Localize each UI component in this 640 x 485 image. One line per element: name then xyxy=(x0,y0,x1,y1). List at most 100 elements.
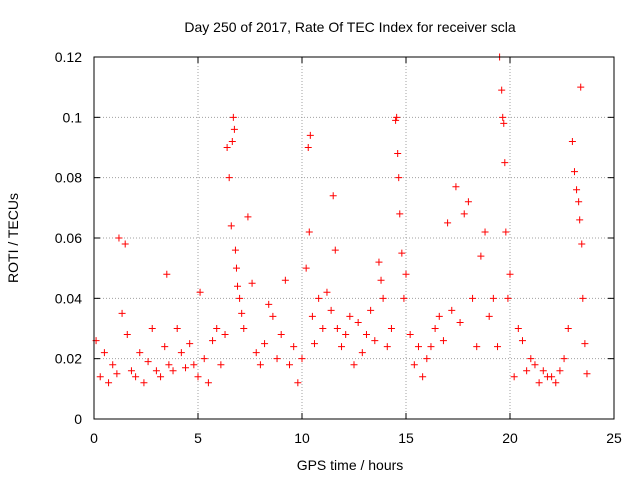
data-point xyxy=(115,234,123,242)
data-point xyxy=(248,279,256,287)
data-point xyxy=(221,331,229,339)
x-tick-label: 15 xyxy=(398,430,414,446)
data-point xyxy=(127,367,135,375)
data-point xyxy=(329,192,337,200)
data-point xyxy=(298,355,306,363)
data-point xyxy=(113,370,121,378)
data-point xyxy=(354,318,362,326)
data-point xyxy=(414,343,422,351)
data-point xyxy=(510,373,518,381)
data-point xyxy=(252,349,260,357)
data-point xyxy=(502,228,510,236)
data-point xyxy=(494,343,502,351)
x-axis-label: GPS time / hours xyxy=(297,457,404,473)
data-point xyxy=(204,379,212,387)
data-point xyxy=(182,364,190,372)
data-point xyxy=(333,325,341,332)
data-point xyxy=(456,318,464,326)
data-point xyxy=(394,150,402,158)
data-point xyxy=(568,137,576,145)
x-tick-label: 0 xyxy=(90,430,98,446)
data-point xyxy=(338,343,346,351)
data-point xyxy=(244,213,252,221)
data-point xyxy=(431,325,439,332)
data-point xyxy=(402,270,410,278)
data-point xyxy=(518,337,526,345)
data-point xyxy=(144,358,152,366)
data-point xyxy=(157,373,165,381)
data-point xyxy=(315,294,323,302)
data-point xyxy=(294,379,302,387)
data-point xyxy=(319,325,327,332)
data-point xyxy=(419,373,427,381)
data-point xyxy=(383,343,391,351)
data-point xyxy=(358,349,366,357)
y-tick-label: 0.12 xyxy=(55,49,82,65)
data-point xyxy=(379,294,387,302)
x-tick-label: 25 xyxy=(606,430,622,446)
data-point xyxy=(393,113,401,121)
data-point xyxy=(213,325,221,332)
axis-ticks: 0 0.02 0.04 0.06 0.08 0.1 0.12 0 5 10 15 20 25 xyxy=(55,49,622,446)
data-point xyxy=(228,137,236,145)
data-point xyxy=(570,168,578,176)
data-point xyxy=(564,325,572,332)
data-point xyxy=(305,228,313,236)
data-points xyxy=(92,53,591,387)
x-tick-label: 5 xyxy=(194,430,202,446)
data-point xyxy=(501,159,509,167)
data-point xyxy=(469,294,477,302)
data-point xyxy=(452,183,460,191)
data-point xyxy=(531,361,539,369)
y-axis-label: ROTI / TECUs xyxy=(5,193,21,283)
data-point xyxy=(273,355,281,363)
data-point xyxy=(194,373,202,381)
data-point xyxy=(514,325,522,332)
data-point xyxy=(439,337,447,345)
data-point xyxy=(427,343,435,351)
data-point xyxy=(506,270,514,278)
data-point xyxy=(281,276,289,284)
data-point xyxy=(400,294,408,302)
data-point xyxy=(234,282,242,290)
data-point xyxy=(435,312,443,320)
data-point xyxy=(331,246,339,254)
data-point xyxy=(578,240,586,248)
y-tick-label: 0.08 xyxy=(55,170,82,186)
data-point xyxy=(152,367,160,375)
data-point xyxy=(190,361,198,369)
data-point xyxy=(265,300,273,308)
data-point xyxy=(169,367,177,375)
data-point xyxy=(177,349,185,357)
y-tick-label: 0.04 xyxy=(55,290,82,306)
data-point xyxy=(290,343,298,351)
data-point xyxy=(583,370,591,378)
data-point xyxy=(499,113,507,121)
data-point xyxy=(498,86,506,94)
data-point xyxy=(105,379,113,387)
data-point xyxy=(552,379,560,387)
data-point xyxy=(161,343,169,351)
data-point xyxy=(523,367,531,375)
data-point xyxy=(121,240,129,248)
data-point xyxy=(163,270,171,278)
data-point xyxy=(323,288,331,296)
data-point xyxy=(377,276,385,284)
data-point xyxy=(577,83,585,91)
chart-title: Day 250 of 2017, Rate Of TEC Index for r… xyxy=(184,19,515,35)
data-point xyxy=(327,306,335,314)
data-point xyxy=(223,144,231,151)
data-point xyxy=(186,340,194,348)
x-tick-label: 10 xyxy=(294,430,310,446)
data-point xyxy=(123,331,131,339)
data-point xyxy=(375,258,383,266)
data-point xyxy=(306,131,314,139)
data-point xyxy=(576,216,584,224)
data-point xyxy=(200,355,208,363)
data-point xyxy=(560,355,568,363)
data-point xyxy=(500,119,508,127)
data-point xyxy=(240,325,248,332)
data-point xyxy=(196,288,204,296)
data-point xyxy=(485,312,493,320)
